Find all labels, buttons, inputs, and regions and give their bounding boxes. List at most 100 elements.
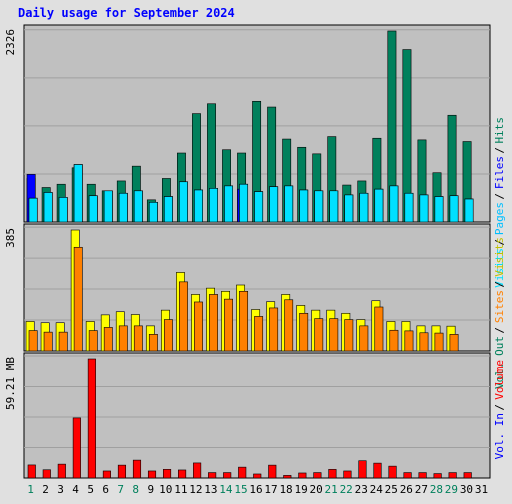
bar-sites-day-20	[314, 318, 324, 352]
bar-volume-day-14	[223, 472, 232, 479]
bar-visits-day-21	[329, 190, 339, 223]
bar-visits-day-11	[179, 181, 188, 223]
top-legend-separator: /	[493, 239, 506, 246]
bar-visits-day-15	[239, 183, 249, 223]
bar-sites-day-19	[299, 312, 309, 352]
bar-sites-day-6	[103, 327, 113, 352]
middle-legend-sites: Sites	[493, 290, 506, 323]
bar-volume-day-1	[27, 464, 36, 479]
x-tick-label-26: 26	[400, 483, 413, 496]
bar-visits-day-4	[73, 164, 83, 223]
x-tick-label-17: 17	[264, 483, 277, 496]
bar-visits-day-3	[58, 197, 68, 223]
bar-sites-day-16	[254, 316, 264, 352]
bar-sites-day-14	[224, 298, 233, 352]
top-legend-separator: /	[493, 193, 506, 200]
bar-sites-day-26	[404, 330, 414, 352]
bar-volume-day-11	[178, 469, 187, 479]
bar-visits-day-18	[284, 185, 294, 223]
bar-visits-day-17	[269, 186, 279, 223]
bar-visits-day-24	[374, 188, 384, 223]
x-tick-label-7: 7	[117, 483, 124, 496]
x-tick-label-20: 20	[310, 483, 323, 496]
bar-visits-day-19	[299, 189, 309, 223]
x-tick-label-1: 1	[27, 483, 34, 496]
bar-sites-day-23	[359, 325, 369, 352]
bar-sites-day-7	[118, 325, 128, 352]
x-tick-label-12: 12	[189, 483, 202, 496]
bar-sites-day-27	[419, 332, 429, 352]
x-tick-label-22: 22	[340, 483, 353, 496]
bar-volume-day-26	[403, 472, 412, 479]
x-tick-label-14: 14	[219, 483, 233, 496]
bar-sites-day-9	[148, 334, 158, 352]
chart-title: Daily usage for September 2024	[18, 6, 235, 20]
bar-sites-day-8	[133, 325, 143, 352]
bar-sites-day-29	[449, 334, 459, 352]
bar-visits-day-13	[209, 188, 218, 223]
bar-volume-day-24	[373, 462, 382, 479]
bar-sites-day-17	[269, 307, 279, 352]
bar-volume-day-28	[433, 473, 442, 479]
x-tick-label-8: 8	[132, 483, 139, 496]
bar-volume-day-5	[87, 358, 96, 479]
bar-sites-day-11	[179, 281, 188, 352]
x-tick-label-3: 3	[57, 483, 64, 496]
x-tick-label-15: 15	[234, 483, 247, 496]
bar-volume-day-12	[193, 462, 202, 479]
bar-visits-day-2	[43, 192, 53, 223]
middle-legend-separator: /	[493, 281, 506, 288]
bar-visits-day-14	[224, 185, 233, 223]
bar-volume-day-4	[72, 417, 81, 479]
x-tick-label-31: 31	[475, 483, 488, 496]
x-tick-label-27: 27	[415, 483, 428, 496]
bar-sites-day-1	[28, 330, 38, 352]
bar-volume-day-17	[268, 464, 277, 479]
x-tick-label-24: 24	[370, 483, 384, 496]
bar-volume-day-3	[57, 463, 66, 479]
x-tick-label-19: 19	[294, 483, 307, 496]
x-tick-label-28: 28	[430, 483, 443, 496]
bar-sites-day-24	[374, 306, 384, 352]
x-tick-label-9: 9	[147, 483, 154, 496]
bar-volume-day-30	[463, 472, 472, 479]
top-legend-pages: Pages	[493, 202, 506, 235]
x-tick-label-21: 21	[325, 483, 338, 496]
bar-visits-day-27	[419, 194, 429, 223]
bar-visits-day-26	[404, 192, 414, 223]
x-tick-label-30: 30	[460, 483, 473, 496]
bar-volume-day-2	[42, 469, 51, 479]
bar-visits-day-28	[434, 196, 444, 223]
bar-sites-day-22	[344, 319, 354, 352]
x-tick-label-4: 4	[72, 483, 79, 496]
bar-volume-day-15	[238, 466, 247, 479]
bar-sites-day-10	[163, 319, 173, 352]
bar-visits-day-5	[88, 195, 98, 223]
bar-sites-day-28	[434, 332, 444, 352]
middle-y-max-label: 385	[4, 228, 17, 248]
top-y-max-label: 2326	[4, 29, 17, 56]
bar-visits-day-12	[194, 189, 203, 223]
bar-volume-day-16	[253, 473, 262, 479]
bar-sites-day-13	[209, 294, 218, 352]
bar-sites-day-4	[73, 246, 83, 352]
bar-volume-day-25	[388, 465, 397, 479]
bar-sites-day-21	[329, 318, 339, 352]
bar-volume-day-8	[132, 459, 142, 479]
bar-volume-day-29	[448, 472, 457, 479]
bottom-y-max-label: 59.21 MB	[4, 357, 17, 410]
x-tick-label-6: 6	[102, 483, 109, 496]
bar-visits-day-7	[118, 192, 128, 223]
x-tick-label-18: 18	[279, 483, 292, 496]
middle-legend-separator: /	[493, 327, 506, 334]
bar-visits-day-23	[359, 192, 369, 223]
x-tick-label-2: 2	[42, 483, 49, 496]
bar-volume-day-21	[328, 469, 337, 479]
bar-volume-day-13	[208, 472, 217, 479]
bar-sites-day-2	[43, 331, 53, 352]
bar-visits-day-22	[344, 194, 354, 223]
top-legend-files: Files	[493, 156, 506, 189]
bar-visits-day-20	[314, 190, 324, 223]
bottom-legend-volume: Volume	[493, 360, 506, 400]
